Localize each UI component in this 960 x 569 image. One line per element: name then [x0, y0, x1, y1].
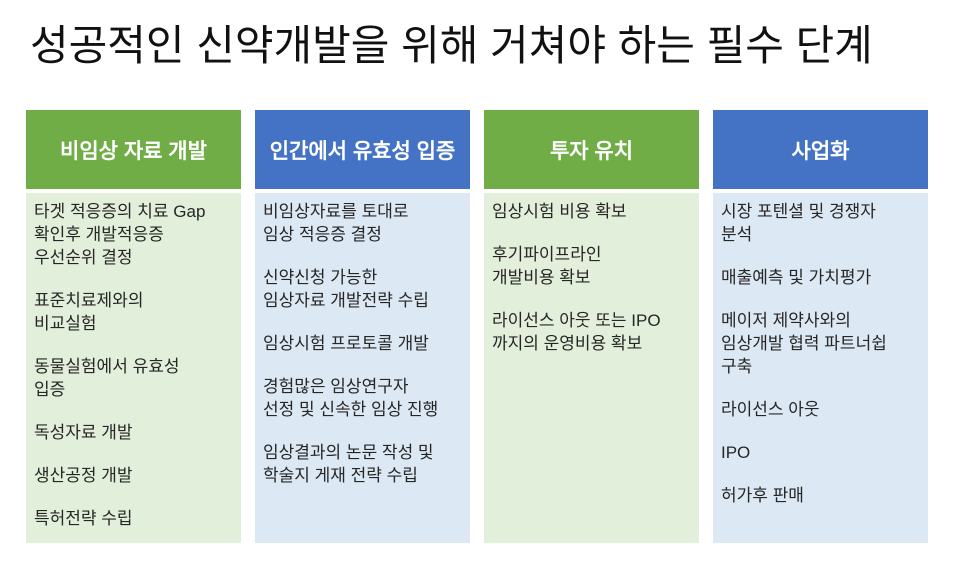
page-title: 성공적인 신약개발을 위해 거쳐야 하는 필수 단계	[30, 22, 873, 69]
stage-item: 라이선스 아웃 또는 IPO 까지의 운영비용 확보	[492, 311, 661, 353]
stage-item: 시장 포텐셜 및 경쟁자 분석	[721, 202, 876, 244]
stage-item: 경험많은 임상연구자 선정 및 신속한 임상 진행	[263, 377, 439, 419]
stage-column-header: 사업화	[713, 110, 928, 189]
stage-item: 임상시험 프로토콜 개발	[263, 334, 429, 353]
stage-item: 임상시험 비용 확보	[492, 202, 627, 221]
stage-item: 특허전략 수립	[34, 509, 133, 528]
stage-item: IPO	[721, 443, 751, 462]
stage-item: 동물실험에서 유효성 입증	[34, 357, 180, 399]
stage-item: 허가후 판매	[721, 486, 804, 505]
stage-columns: 비임상 자료 개발 타겟 적응증의 치료 Gap 확인후 개발적응증 우선순위 결…	[26, 110, 928, 543]
stage-item: 매출예측 및 가치평가	[721, 268, 872, 287]
stage-item: 비임상자료를 토대로 임상 적응증 결정	[263, 202, 409, 244]
stage-column-header: 비임상 자료 개발	[26, 110, 241, 189]
stage-item: 표준치료제와의 비교실험	[34, 291, 144, 333]
stage-item: 후기파이프라인 개발비용 확보	[492, 245, 602, 287]
stage-column-header: 인간에서 유효성 입증	[255, 110, 470, 189]
stage-item: 임상결과의 논문 작성 및 학술지 게재 전략 수립	[263, 443, 434, 485]
stage-item: 타겟 적응증의 치료 Gap 확인후 개발적응증 우선순위 결정	[34, 202, 206, 267]
stage-item: 신약신청 가능한 임상자료 개발전략 수립	[263, 268, 429, 310]
stage-item: 생산공정 개발	[34, 466, 133, 485]
stage-item: 메이저 제약사와의 임상개발 협력 파트너쉽 구축	[721, 311, 887, 376]
stage-item: 라이선스 아웃	[721, 400, 820, 419]
stage-column-header: 투자 유치	[484, 110, 699, 189]
stage-column-1: 비임상 자료 개발 타겟 적응증의 치료 Gap 확인후 개발적응증 우선순위 결…	[26, 110, 241, 543]
stage-item: 독성자료 개발	[34, 423, 133, 442]
